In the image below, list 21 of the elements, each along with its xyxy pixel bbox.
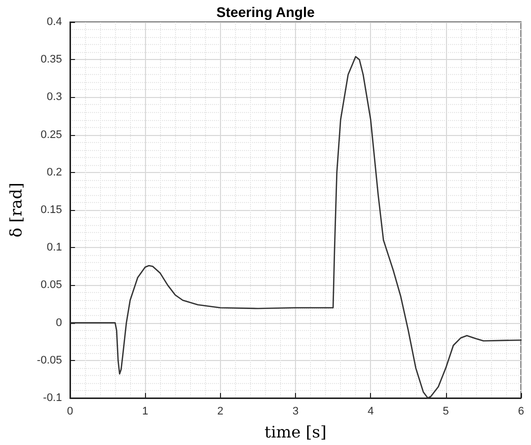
y-tick-label: 0.1 — [46, 242, 62, 254]
y-tick-label: 0.15 — [40, 204, 62, 216]
x-axis-title: time [s] — [264, 422, 326, 442]
x-tick-label: 5 — [442, 406, 449, 418]
x-tick-label: 6 — [518, 406, 524, 418]
y-tick-label: -0.1 — [43, 392, 62, 404]
y-tick-label: -0.05 — [36, 354, 62, 366]
y-tick-label: 0.35 — [40, 54, 62, 66]
y-tick-label: 0.25 — [40, 128, 62, 141]
y-tick-label: 0.4 — [46, 16, 62, 28]
y-tick-label: 0.3 — [46, 91, 62, 104]
y-tick-label: 0.05 — [40, 279, 62, 292]
x-tick-label: 3 — [292, 406, 299, 418]
x-tick-label: 1 — [142, 406, 148, 418]
x-tick-label: 2 — [217, 406, 224, 418]
y-axis-title: δ [rad] — [6, 182, 26, 238]
y-tick-label: 0.2 — [46, 166, 62, 178]
x-tick-label: 4 — [368, 406, 374, 418]
y-tick-label: 0 — [56, 316, 62, 329]
chart-title: Steering Angle — [216, 4, 315, 20]
x-tick-label: 0 — [66, 406, 74, 418]
